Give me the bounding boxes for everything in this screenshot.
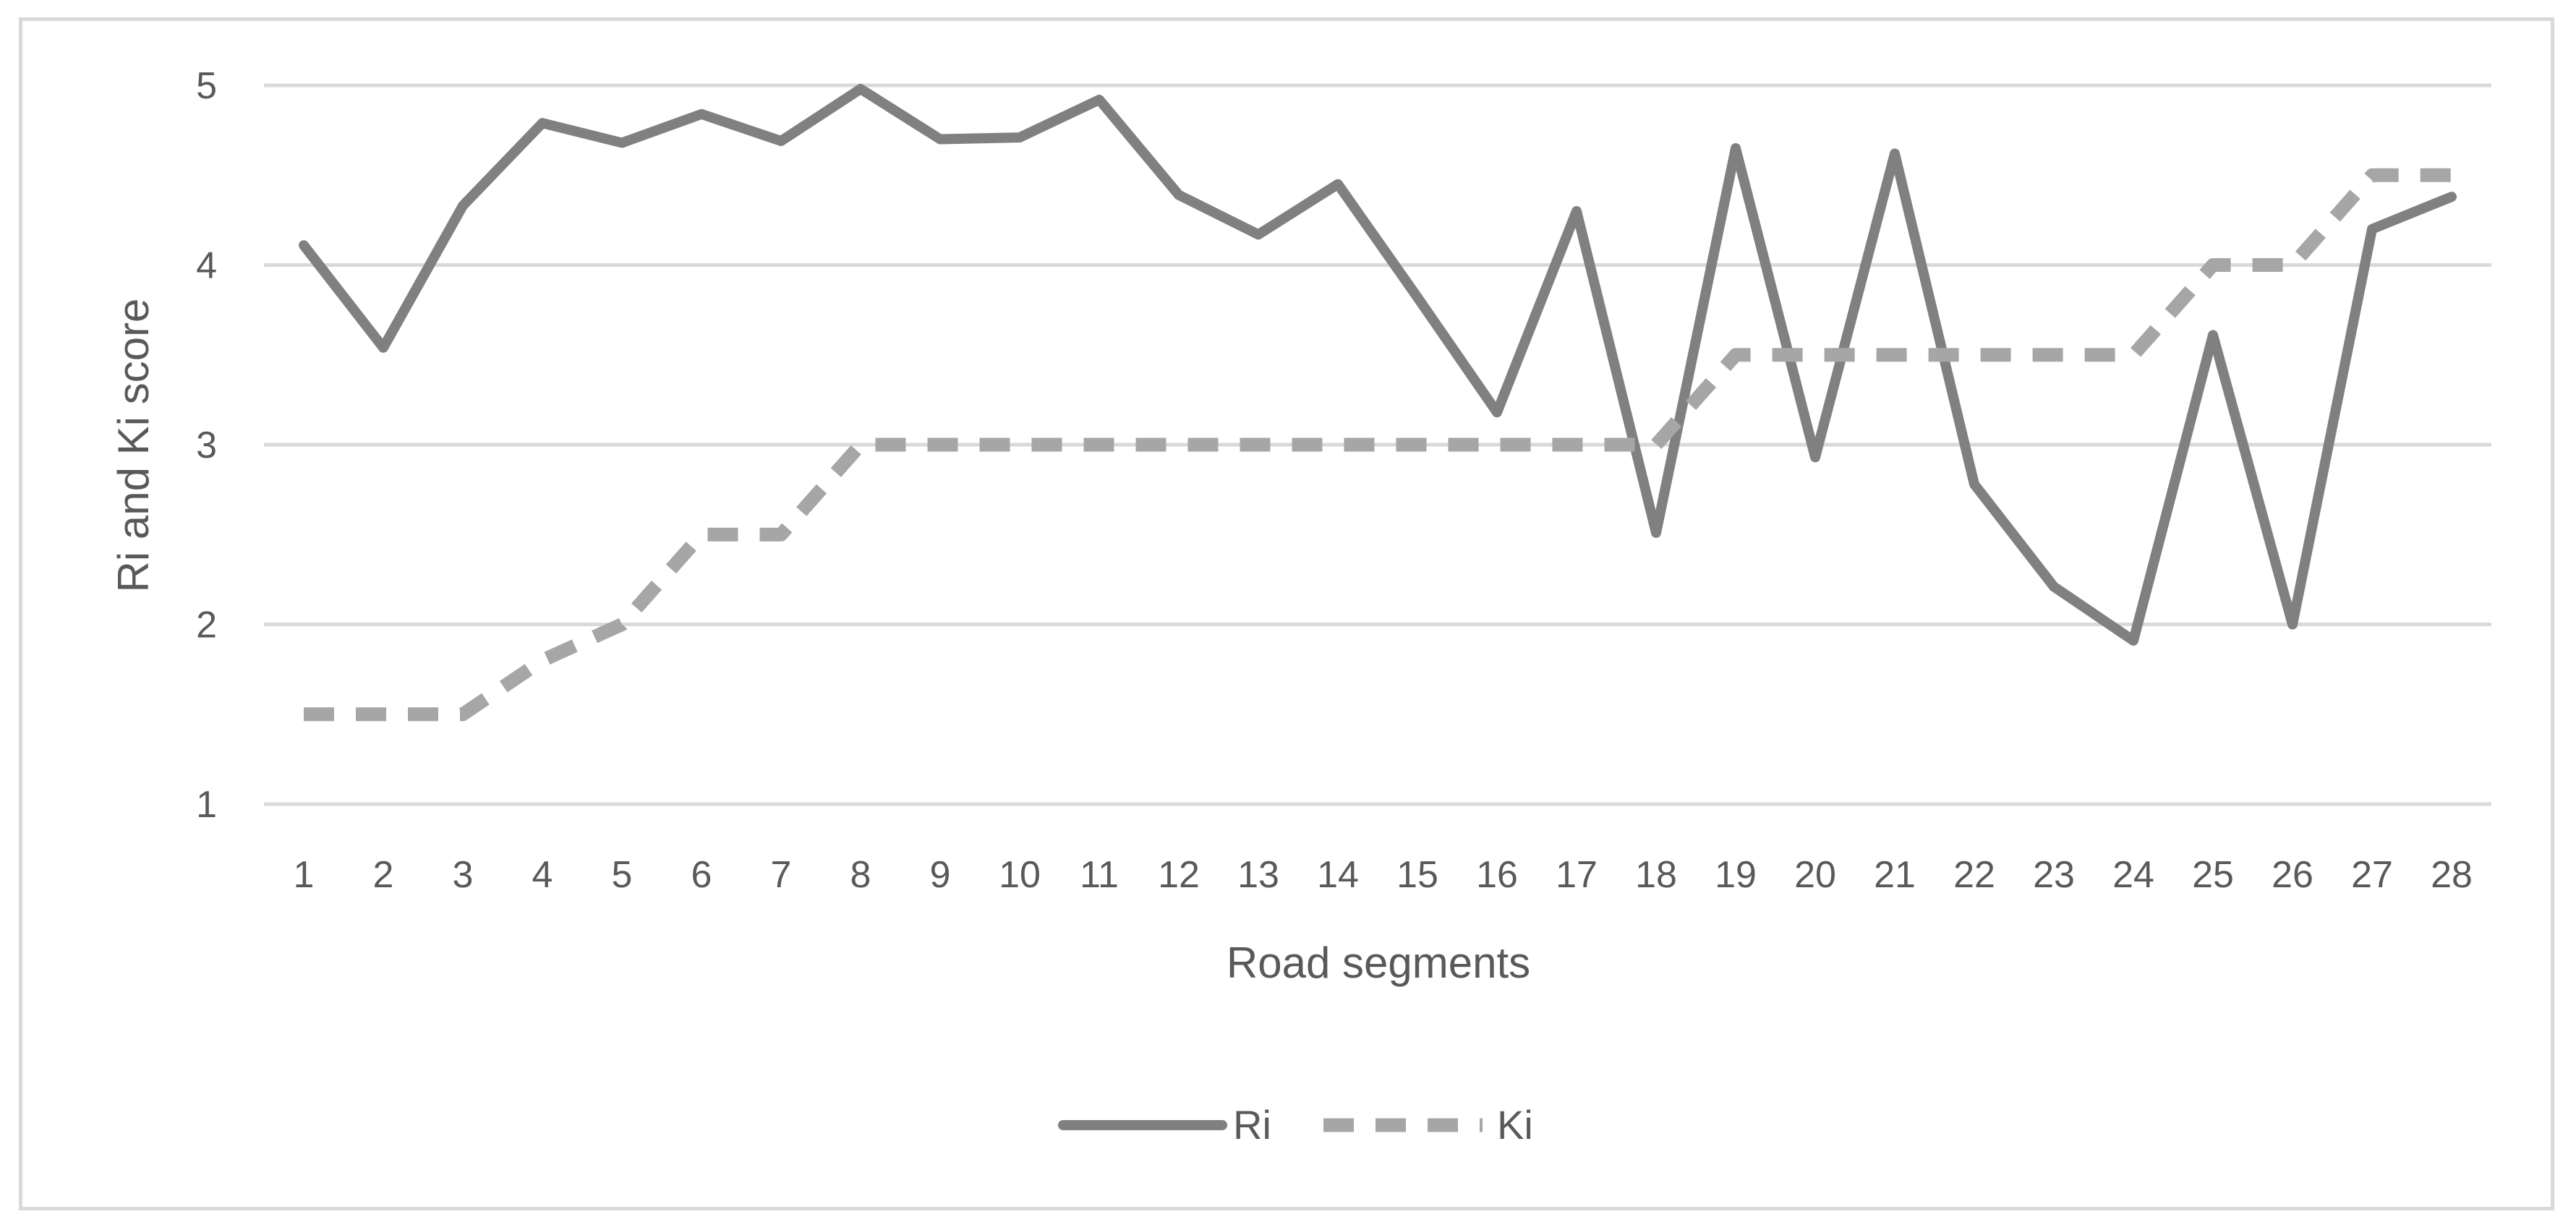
- y-tick-label: 5: [196, 65, 217, 107]
- y-tick-label: 2: [196, 605, 217, 646]
- y-tick-label: 3: [196, 424, 217, 466]
- x-axis-title: Road segments: [1227, 939, 1530, 987]
- x-tick-label: 24: [2112, 854, 2154, 896]
- x-tick-label: 15: [1396, 854, 1438, 896]
- x-tick-label: 6: [691, 854, 712, 896]
- y-axis-title: Ri and Ki score: [109, 299, 158, 593]
- x-tick-label: 4: [532, 854, 553, 896]
- x-tick-label: 5: [612, 854, 633, 896]
- x-tick-label: 19: [1715, 854, 1757, 896]
- x-tick-label: 11: [1080, 854, 1119, 896]
- x-tick-label: 12: [1158, 854, 1200, 896]
- x-tick-label: 8: [850, 854, 871, 896]
- x-tick-label: 21: [1874, 854, 1916, 896]
- x-tick-label: 13: [1237, 854, 1279, 896]
- x-tick-label: 26: [2272, 854, 2313, 896]
- x-tick-label: 25: [2192, 854, 2234, 896]
- y-tick-labels: 1 2 3 4 5: [196, 65, 217, 826]
- x-tick-label: 18: [1635, 854, 1677, 896]
- x-tick-label: 23: [2033, 854, 2075, 896]
- x-tick-label: 17: [1556, 854, 1598, 896]
- x-tick-label: 7: [771, 854, 792, 896]
- legend: Ri Ki: [1058, 1102, 1533, 1148]
- series-line-ki: [304, 168, 2452, 722]
- x-tick-label: 22: [1953, 854, 1995, 896]
- x-tick-label: 14: [1317, 854, 1359, 896]
- x-tick-label: 28: [2431, 854, 2473, 896]
- series-lines: [299, 84, 2457, 722]
- x-tick-label: 3: [453, 854, 474, 896]
- y-tick-label: 4: [196, 245, 217, 287]
- x-tick-label: 1: [294, 854, 315, 896]
- x-tick-label: 16: [1476, 854, 1518, 896]
- x-tick-label: 2: [373, 854, 394, 896]
- x-tick-label: 20: [1794, 854, 1836, 896]
- x-tick-label: 10: [999, 854, 1041, 896]
- gridlines: [264, 83, 2491, 806]
- y-tick-label: 1: [196, 784, 217, 826]
- legend-label-ki: Ki: [1497, 1102, 1533, 1148]
- series-line-ri: [299, 84, 2457, 646]
- x-tick-labels: 1 2 3 4 5 6 7 8 9 10 11 12 13 14 15 16 17 18 19 20 21 22 23 24 2…: [294, 854, 2473, 896]
- x-tick-label: 9: [930, 854, 951, 896]
- legend-label-ri: Ri: [1233, 1102, 1271, 1148]
- x-tick-label: 27: [2351, 854, 2393, 896]
